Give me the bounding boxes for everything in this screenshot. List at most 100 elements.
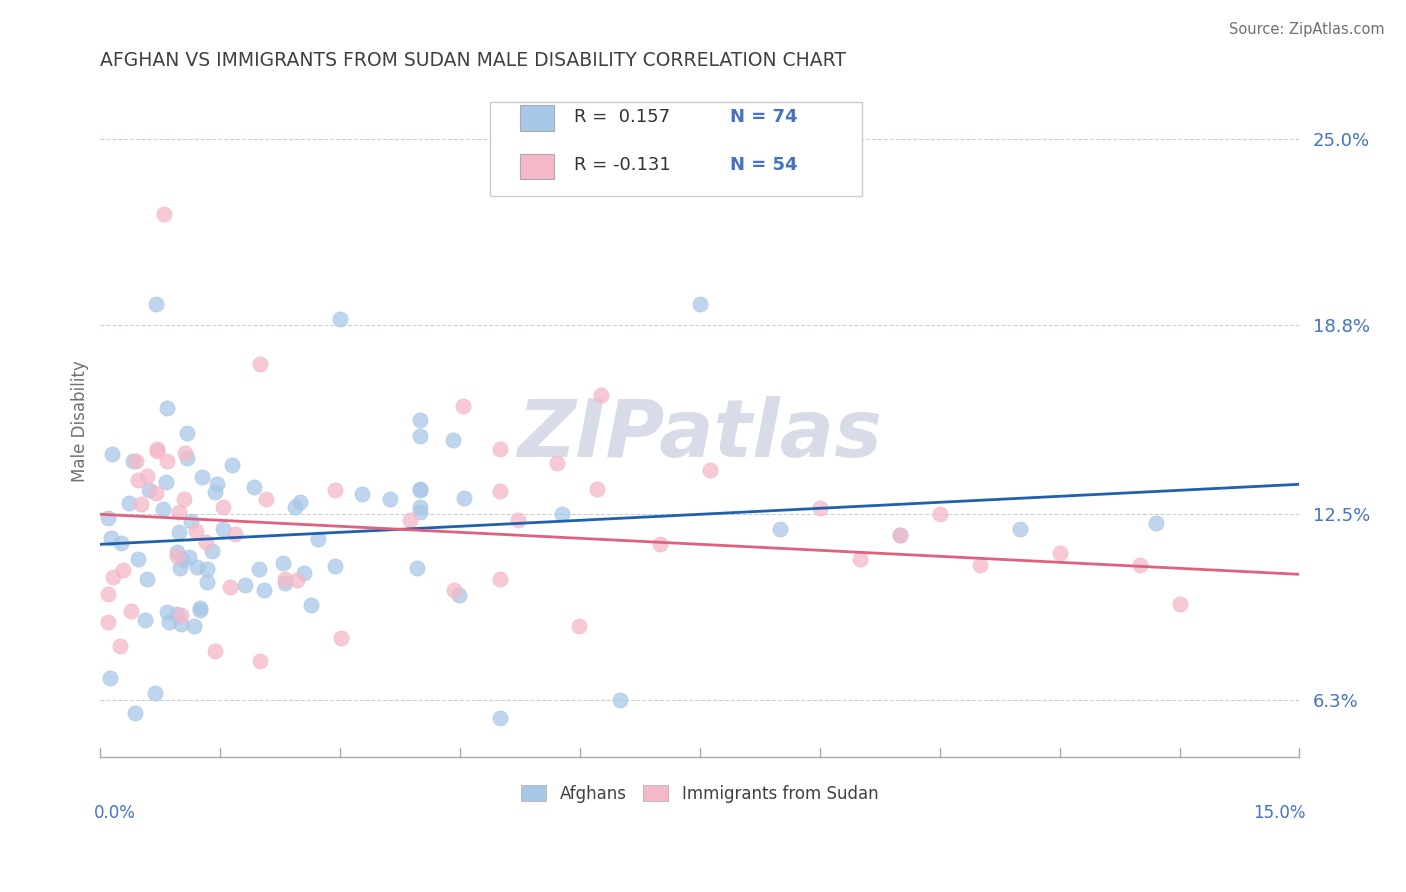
Point [180,514,202,528]
Point [170,617,193,632]
Point [849,552,872,566]
Point [177,549,200,564]
Point [124,454,146,468]
Point [648,537,671,551]
Point [330,631,353,645]
Point [1129,558,1152,573]
Point [100,447,122,461]
Point [551,507,574,521]
Point [441,434,464,448]
Point [190,601,212,615]
Text: R =  0.157: R = 0.157 [574,108,671,126]
Point [166,549,188,563]
Point [489,442,512,456]
Text: AFGHAN VS IMMIGRANTS FROM SUDAN MALE DISABILITY CORRELATION CHART: AFGHAN VS IMMIGRANTS FROM SUDAN MALE DIS… [100,51,846,70]
Point [195,575,218,590]
Point [609,693,631,707]
Point [307,532,329,546]
Point [323,558,346,573]
Point [399,513,422,527]
Point [254,491,277,506]
Point [489,711,512,725]
Point [409,500,432,515]
Point [586,482,609,496]
Point [143,685,166,699]
Point [170,607,193,622]
Point [184,524,207,538]
Point [218,580,240,594]
Text: N = 54: N = 54 [730,156,797,174]
Point [97,587,120,601]
Point [889,528,911,542]
Point [127,552,149,566]
Point [156,605,179,619]
Text: R = -0.131: R = -0.131 [574,156,671,174]
Point [186,560,208,574]
Point [443,582,465,597]
Point [172,553,194,567]
Text: 15.0%: 15.0% [1253,805,1305,822]
Point [124,706,146,720]
Point [169,561,191,575]
Point [451,399,474,413]
Point [274,573,297,587]
Point [1049,546,1071,560]
Point [166,607,188,622]
Point [195,562,218,576]
Point [166,544,188,558]
Point [489,572,512,586]
Point [378,491,401,506]
Point [249,654,271,668]
Point [145,297,167,311]
Point [969,558,991,573]
Point [188,603,211,617]
Point [249,562,271,576]
Point [928,508,950,522]
Point [153,207,176,221]
Point [233,577,256,591]
Point [352,487,374,501]
Point [249,357,271,371]
Point [118,496,141,510]
Point [120,604,142,618]
Text: Source: ZipAtlas.com: Source: ZipAtlas.com [1229,22,1385,37]
Point [205,476,228,491]
Point [409,483,432,498]
Point [167,505,190,519]
Point [176,425,198,440]
Point [546,456,568,470]
Point [129,497,152,511]
Point [453,491,475,505]
Legend: Afghans, Immigrants from Sudan: Afghans, Immigrants from Sudan [515,778,884,810]
Point [155,475,177,489]
Point [138,483,160,497]
Point [699,463,721,477]
Point [221,458,243,472]
Point [1168,598,1191,612]
Point [127,473,149,487]
Point [284,500,307,515]
Point [489,483,512,498]
Point [176,450,198,465]
Point [183,618,205,632]
Point [145,485,167,500]
Point [204,644,226,658]
Point [288,495,311,509]
Point [285,573,308,587]
Point [212,500,235,514]
Point [211,522,233,536]
Point [506,513,529,527]
Point [889,528,911,542]
Y-axis label: Male Disability: Male Disability [72,360,89,483]
Point [447,588,470,602]
FancyBboxPatch shape [491,102,862,196]
Point [201,543,224,558]
Point [568,618,591,632]
Point [136,468,159,483]
Point [409,482,432,496]
Text: 0.0%: 0.0% [94,805,136,822]
Point [323,483,346,497]
Point [409,505,432,519]
Point [174,446,197,460]
Point [110,535,132,549]
